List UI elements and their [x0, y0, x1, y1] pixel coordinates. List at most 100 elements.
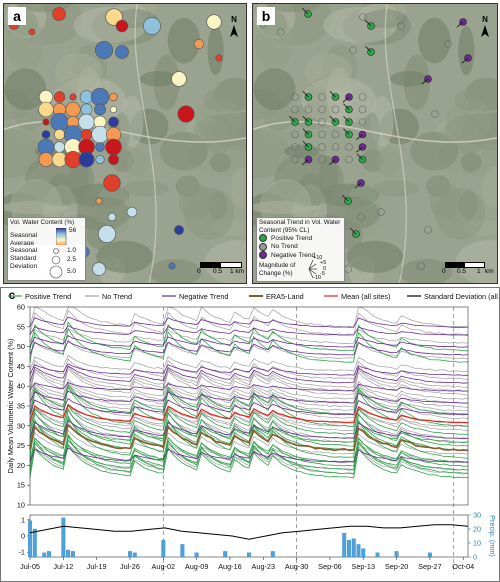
trend-markers: [259, 7, 472, 273]
bottom-frame: [29, 514, 469, 558]
no-trend-line: [29, 386, 469, 416]
y-tick-label: 20: [17, 461, 25, 470]
terrain-patch: [203, 88, 235, 112]
positive-trend-line: [29, 321, 468, 352]
no-trend-line: [29, 328, 469, 344]
trend-marker: [345, 155, 353, 164]
magnitude-label: Magnitude of Change (%): [259, 262, 296, 277]
site-marker: [53, 128, 66, 141]
sd-circles: [49, 248, 63, 279]
legend-b-dot: [259, 251, 267, 260]
legend-c-label: Mean (all sites): [341, 292, 390, 301]
trend-arrow: [302, 7, 309, 15]
no-trend-line: [29, 365, 469, 392]
site-marker: [98, 225, 116, 243]
site-marker: [171, 71, 187, 87]
negative-trend-line: [29, 340, 469, 356]
trend-marker: [291, 143, 299, 151]
north-arrow-icon: [481, 25, 489, 37]
mean-line: [29, 403, 469, 424]
site-marker: [168, 262, 176, 270]
site-marker: [115, 19, 129, 33]
terrain-patch: [167, 17, 200, 64]
legend-b-label: Positive Trend: [271, 234, 313, 242]
site-marker: [95, 197, 103, 205]
terrain-patch: [377, 147, 401, 177]
no-trend-line: [29, 379, 469, 400]
precip-bar: [356, 544, 361, 558]
trend-marker: [318, 93, 326, 101]
mag-p10: +10: [313, 255, 323, 261]
trend-arrow: [302, 115, 309, 123]
no-trend-line: [29, 368, 469, 396]
panel-a-map: N a Vol. Water Content (%) Seasonal Aver…: [3, 3, 247, 284]
legend-b-label: Negative Trend: [271, 251, 316, 259]
scale-bar-a: 0 0.5 1 km: [196, 260, 244, 278]
road: [134, 4, 157, 283]
trend-arrow: [350, 227, 357, 235]
x-tick-label: Aug-30: [285, 562, 309, 571]
positive-trend-line: [29, 433, 468, 467]
terrain-patch: [4, 68, 47, 110]
trend-arrow: [342, 96, 350, 103]
site-marker: [206, 14, 222, 30]
precip-bar: [270, 551, 275, 558]
terrain-patch: [399, 258, 453, 283]
y-tick-label: 35: [17, 402, 25, 411]
x-tick-label: Sep-13: [351, 562, 375, 571]
terrain-patch: [259, 131, 301, 144]
terrain-patch: [444, 113, 497, 146]
sd-line: [29, 524, 469, 540]
trend-arrow: [343, 103, 350, 110]
precip-tick-label: 10: [473, 539, 481, 548]
x-tick-label: Sep-27: [418, 562, 442, 571]
trend-marker: [431, 110, 439, 118]
x-tick-label: Sep-06: [318, 562, 342, 571]
x-tick-label: Jul-26: [120, 562, 140, 571]
trend-marker: [318, 130, 326, 139]
precip-tick-label: 0: [473, 553, 477, 562]
terrain-patch: [96, 240, 154, 273]
positive-trend-line: [29, 414, 469, 459]
trend-arrow: [302, 140, 309, 148]
trend-marker: [291, 130, 299, 139]
site-marker: [28, 28, 36, 36]
precip-bar: [42, 552, 47, 558]
terrain-patch: [346, 240, 404, 273]
precip-bar: [351, 538, 356, 558]
terrain-patch: [9, 131, 51, 144]
panel-c-axes: 10 15 20 25 30 35 40 45 50 55 60 Daily Mean Volumet…: [6, 303, 469, 510]
precip-bar: [347, 540, 351, 558]
terrain-patch: [373, 180, 419, 197]
site-marker: [94, 40, 114, 60]
mag-0: 0: [323, 266, 327, 272]
trend-marker: [359, 13, 367, 21]
sd-tick-label: 1: [21, 515, 25, 524]
legend-a-title: Vol. Water Content (%): [10, 219, 75, 226]
site-markers: [8, 7, 223, 276]
trend-marker: [345, 143, 353, 151]
era5-land-line: [29, 423, 469, 452]
site-marker: [91, 125, 109, 144]
terrain-patch: [55, 53, 103, 91]
trend-arrow: [461, 57, 469, 64]
scale-b-05: 0.5: [457, 268, 467, 275]
precip-bar: [66, 549, 71, 558]
legend-b-title: Seasonal Trend in Vol. Water Content (95…: [259, 219, 341, 234]
site-marker: [80, 103, 93, 116]
site-marker: [215, 54, 223, 62]
trend-marker: [318, 143, 326, 151]
trend-arrow: [342, 194, 349, 202]
terrain-patch: [304, 53, 353, 91]
no-trend-line: [29, 404, 469, 431]
site-marker: [69, 93, 77, 101]
trend-marker: [358, 105, 367, 114]
negative-trend-line: [29, 397, 469, 416]
trend-arrow: [289, 115, 296, 123]
site-marker: [174, 225, 184, 235]
site-marker: [105, 138, 122, 156]
terrain-patch: [254, 17, 294, 70]
precip-bar: [128, 551, 132, 558]
scale-b-0: 0: [442, 268, 446, 275]
x-tick-label: Aug-02: [152, 562, 176, 571]
